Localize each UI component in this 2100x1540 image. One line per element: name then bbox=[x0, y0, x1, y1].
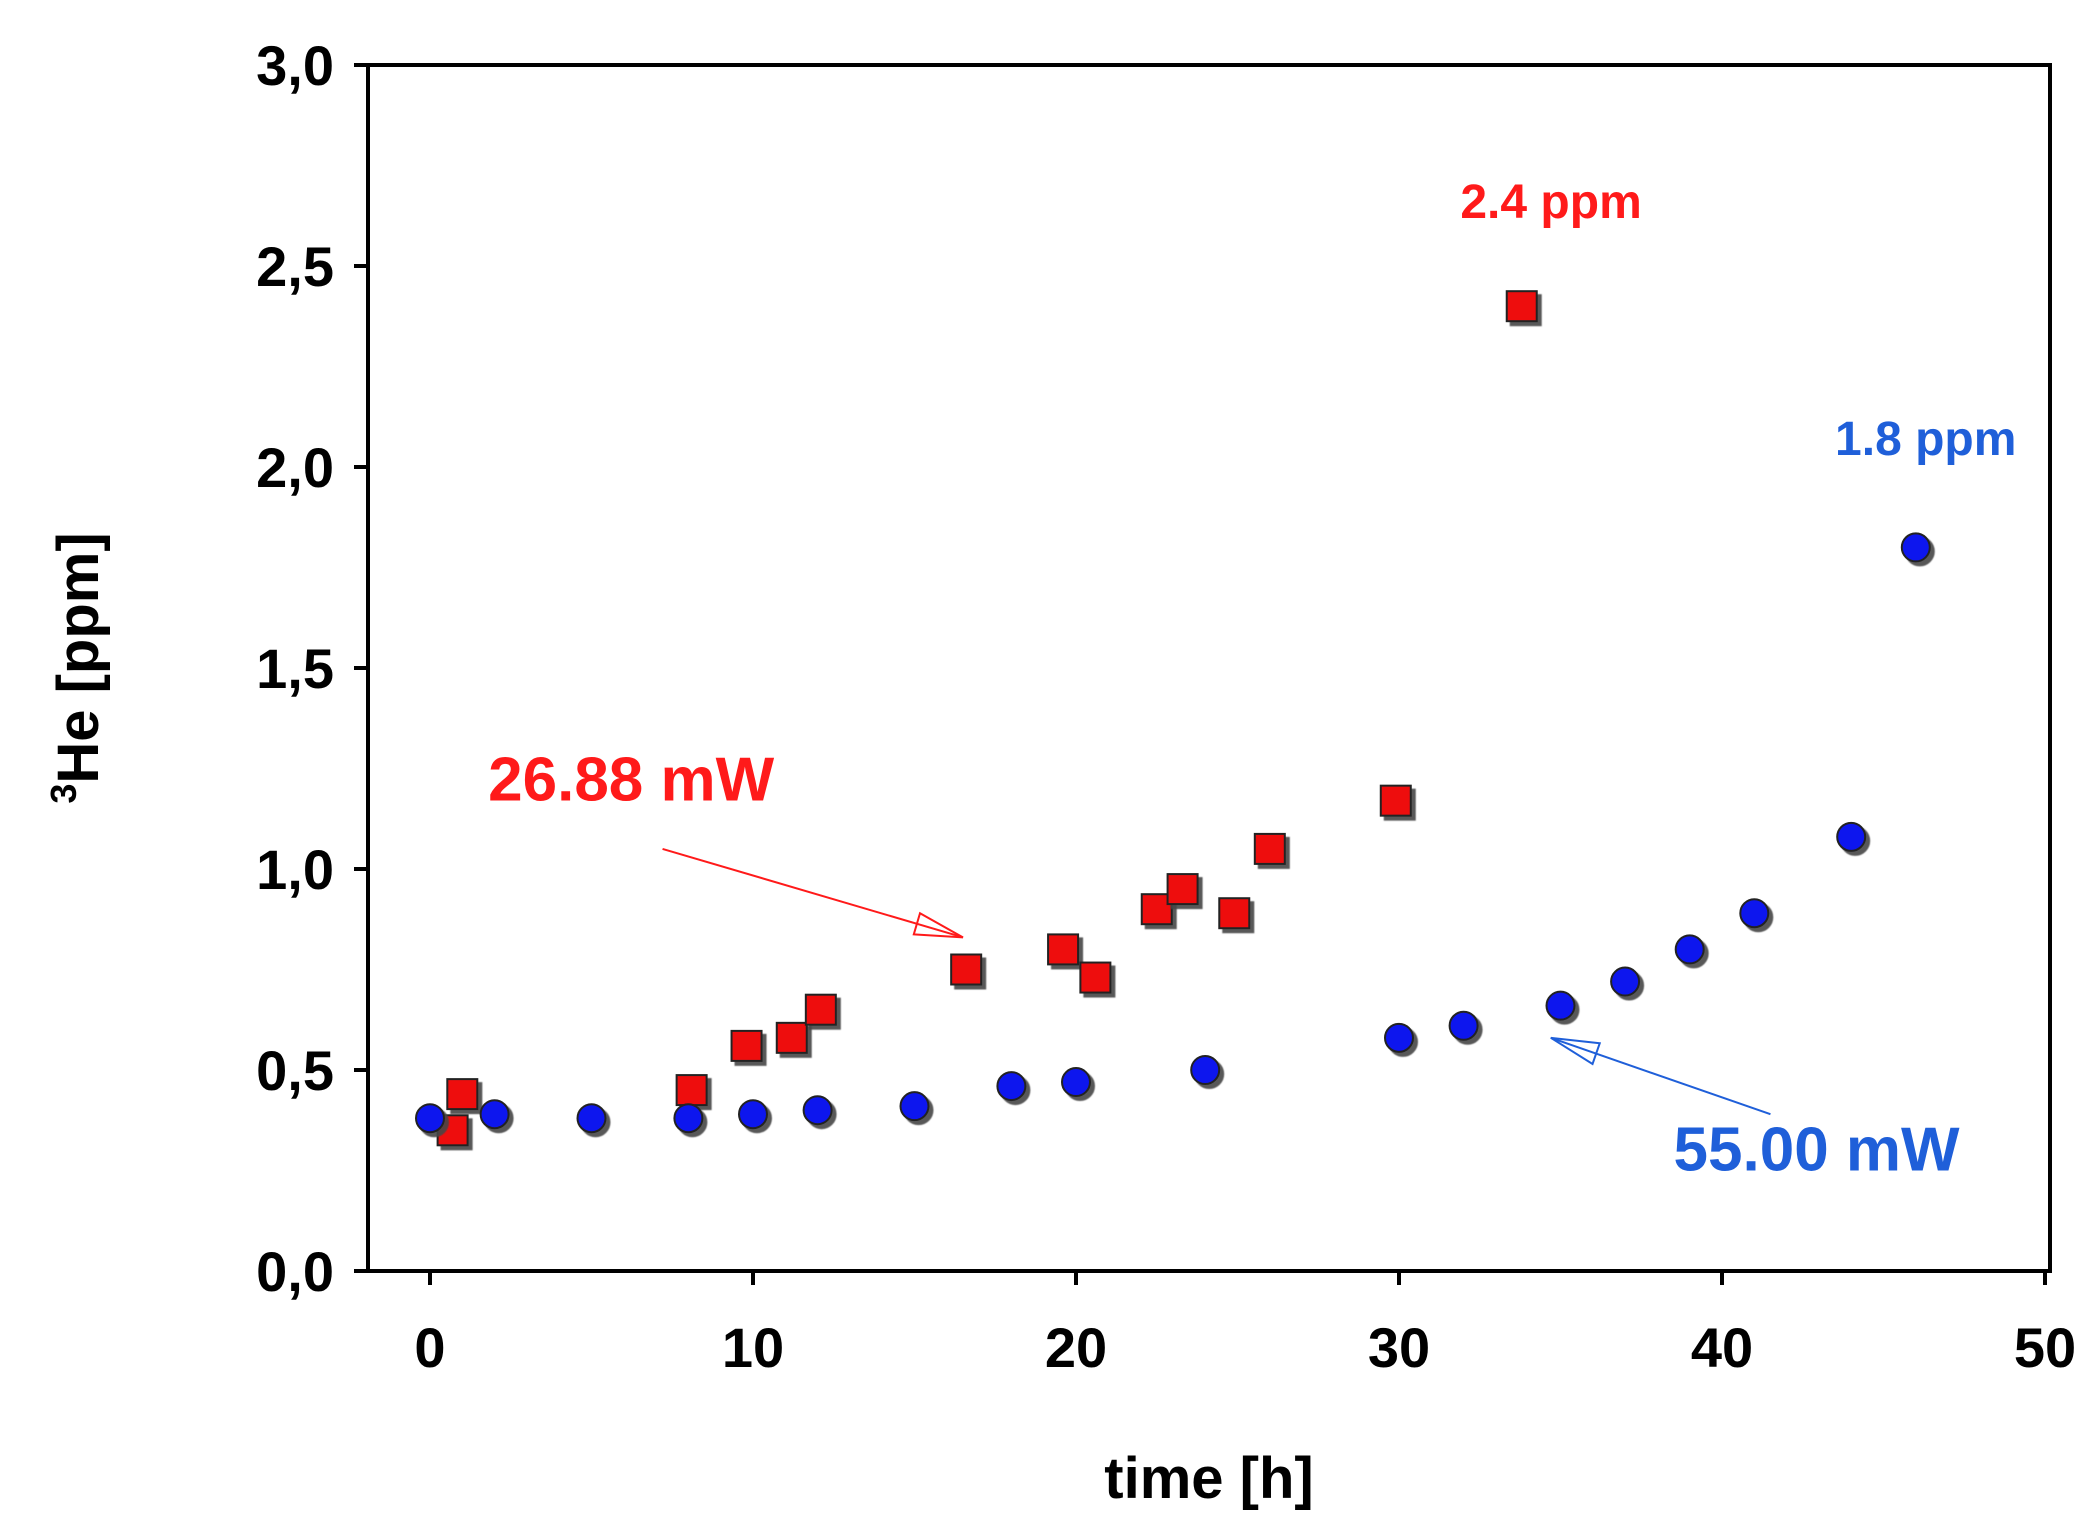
data-point-red-square bbox=[446, 1078, 479, 1111]
data-point-red-square bbox=[950, 953, 983, 986]
data-point-red-square bbox=[1218, 897, 1251, 930]
data-point-red-square bbox=[1379, 784, 1412, 817]
y-axis-title: 3He [ppm] bbox=[43, 532, 111, 803]
data-point-blue-circle bbox=[899, 1091, 930, 1122]
data-point-blue-circle bbox=[1448, 1010, 1479, 1041]
data-point-blue-circle bbox=[415, 1103, 445, 1134]
data-point-red-square bbox=[1166, 873, 1199, 906]
data-point-red-square bbox=[804, 993, 837, 1026]
y-tick-label: 3,0 bbox=[256, 34, 334, 97]
annotation-arrow-shaft bbox=[662, 847, 964, 939]
axis-ticks: 0,0 0,5 1,0 1,5 2,0 2,5 3,0 0 10 20 30 40 50 bbox=[256, 34, 2076, 1379]
x-tick-label: 30 bbox=[1368, 1316, 1430, 1379]
x-tick-label: 20 bbox=[1045, 1316, 1107, 1379]
y-tick-label: 1,5 bbox=[256, 637, 334, 700]
data-point-blue-circle bbox=[1061, 1067, 1091, 1098]
annotation-arrow-shaft bbox=[1550, 1036, 1771, 1116]
annotation-label: 1.8 ppm bbox=[1835, 413, 2016, 466]
x-tick-label: 40 bbox=[1691, 1316, 1753, 1379]
data-point-blue-circle bbox=[1190, 1055, 1221, 1085]
annotation-label: 2.4 ppm bbox=[1460, 176, 1641, 229]
data-point-blue-circle bbox=[673, 1103, 704, 1134]
data-point-blue-circle bbox=[1739, 898, 1770, 929]
data-point-blue-circle bbox=[802, 1095, 833, 1126]
data-point-red-square bbox=[1047, 933, 1080, 966]
data-point-red-square bbox=[675, 1074, 708, 1107]
data-point-blue-circle bbox=[1674, 934, 1705, 965]
data-point-blue-circle bbox=[1610, 966, 1641, 997]
annotation-label: 26.88 mW bbox=[488, 746, 775, 815]
data-point-red-square bbox=[1505, 290, 1538, 323]
annotation-arrow-head bbox=[912, 911, 964, 939]
annotations: 26.88 mW 55.00 mW 2.4 ppm 1.8 ppm bbox=[488, 176, 2016, 1185]
y-tick-label: 2,0 bbox=[256, 436, 334, 499]
y-tick-label: 0,5 bbox=[256, 1039, 334, 1102]
y-tick-label: 0,0 bbox=[256, 1240, 334, 1303]
data-point-red-square bbox=[775, 1021, 808, 1054]
data-point-blue-circle bbox=[1384, 1022, 1414, 1053]
y-axis-title-superscript: 3 bbox=[43, 784, 84, 804]
plot-frame bbox=[366, 63, 2052, 1273]
data-markers bbox=[415, 290, 1931, 1147]
data-point-blue-circle bbox=[738, 1099, 768, 1130]
data-point-blue-circle bbox=[1900, 532, 1931, 563]
data-point-blue-circle bbox=[1545, 990, 1576, 1021]
y-tick-label: 1,0 bbox=[256, 838, 334, 901]
annotation-label: 55.00 mW bbox=[1674, 1116, 1961, 1185]
data-point-red-square bbox=[1079, 961, 1112, 994]
data-point-blue-circle bbox=[479, 1099, 510, 1130]
data-point-blue-circle bbox=[996, 1071, 1027, 1102]
data-point-blue-circle bbox=[1836, 821, 1867, 852]
data-point-red-square bbox=[730, 1029, 763, 1062]
annotation-arrow-head bbox=[1550, 1036, 1602, 1066]
y-axis-title-main: He [ppm] bbox=[46, 532, 111, 783]
x-axis-title: time [h] bbox=[1104, 1446, 1313, 1511]
x-tick-label: 0 bbox=[414, 1316, 445, 1379]
data-point-red-square bbox=[1253, 832, 1286, 865]
y-tick-label: 2,5 bbox=[256, 235, 334, 298]
data-point-blue-circle bbox=[576, 1103, 607, 1134]
x-tick-label: 50 bbox=[2014, 1316, 2076, 1379]
x-tick-label: 10 bbox=[722, 1316, 784, 1379]
